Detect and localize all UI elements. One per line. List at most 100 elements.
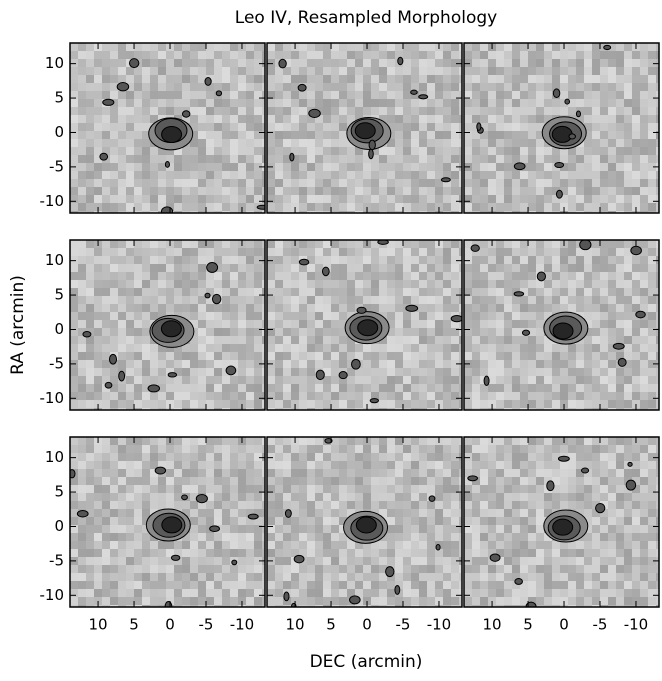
noise-cell bbox=[419, 517, 428, 526]
noise-cell bbox=[600, 376, 609, 385]
noise-cell bbox=[347, 91, 356, 100]
noise-cell bbox=[624, 123, 633, 132]
noise-cell bbox=[552, 179, 561, 188]
noise-cell bbox=[70, 67, 79, 76]
noise-cell bbox=[395, 533, 404, 542]
noise-cell bbox=[283, 99, 292, 108]
noise-cell bbox=[158, 549, 167, 558]
noise-cell bbox=[371, 461, 380, 470]
noise-cell bbox=[166, 453, 175, 462]
noise-cell bbox=[488, 336, 497, 345]
noise-cell bbox=[616, 203, 625, 212]
noise-cell bbox=[150, 163, 159, 172]
noise-cell bbox=[150, 565, 159, 574]
noise-cell bbox=[150, 589, 159, 598]
noise-cell bbox=[512, 461, 521, 470]
noise-cell bbox=[339, 163, 348, 172]
noise-cell bbox=[640, 453, 649, 462]
noise-cell bbox=[443, 461, 452, 470]
noise-cell bbox=[126, 477, 135, 486]
noise-cell bbox=[339, 43, 348, 52]
noise-cell bbox=[110, 155, 119, 164]
noise-cell bbox=[560, 469, 569, 478]
noise-cell bbox=[528, 501, 537, 510]
noise-cell bbox=[198, 376, 207, 385]
noise-cell bbox=[472, 360, 481, 369]
noise-cell bbox=[283, 453, 292, 462]
noise-cell bbox=[568, 493, 577, 502]
noise-cell bbox=[275, 453, 284, 462]
noise-cell bbox=[544, 501, 553, 510]
noise-cell bbox=[427, 187, 436, 196]
noise-cell bbox=[419, 264, 428, 273]
noise-cell bbox=[608, 59, 617, 68]
noise-cell bbox=[451, 43, 460, 52]
noise-cell bbox=[488, 360, 497, 369]
noise-cell bbox=[283, 549, 292, 558]
noise-cell bbox=[600, 83, 609, 92]
noise-cell bbox=[166, 565, 175, 574]
noise-cell bbox=[206, 461, 215, 470]
noise-cell bbox=[214, 565, 223, 574]
noise-cell bbox=[182, 147, 191, 156]
noise-cell bbox=[230, 336, 239, 345]
noise-cell bbox=[363, 296, 372, 305]
noise-cell bbox=[544, 384, 553, 393]
noise-cell bbox=[94, 493, 103, 502]
noise-cell bbox=[451, 123, 460, 132]
noise-cell bbox=[238, 392, 247, 401]
noise-cell bbox=[78, 573, 87, 582]
noise-cell bbox=[411, 557, 420, 566]
noise-cell bbox=[339, 115, 348, 124]
noise-cell bbox=[472, 517, 481, 526]
noise-cell bbox=[299, 509, 308, 518]
noise-cell bbox=[355, 155, 364, 164]
noise-cell bbox=[435, 280, 444, 289]
noise-cell bbox=[291, 461, 300, 470]
contour bbox=[299, 259, 308, 265]
noise-cell bbox=[323, 517, 332, 526]
noise-cell bbox=[254, 501, 263, 510]
noise-cell bbox=[158, 280, 167, 289]
noise-cell bbox=[347, 477, 356, 486]
noise-cell bbox=[411, 131, 420, 140]
noise-cell bbox=[214, 75, 223, 84]
noise-cell bbox=[488, 272, 497, 281]
noise-cell bbox=[331, 493, 340, 502]
contour bbox=[484, 376, 489, 385]
noise-cell bbox=[347, 107, 356, 116]
noise-cell bbox=[254, 384, 263, 393]
noise-cell bbox=[94, 51, 103, 60]
noise-cell bbox=[387, 557, 396, 566]
noise-cell bbox=[174, 477, 183, 486]
noise-cell bbox=[411, 288, 420, 297]
noise-cell bbox=[118, 99, 127, 108]
noise-cell bbox=[214, 43, 223, 52]
noise-cell bbox=[632, 352, 641, 361]
noise-cell bbox=[275, 400, 284, 409]
noise-cell bbox=[480, 453, 489, 462]
noise-cell bbox=[331, 376, 340, 385]
noise-cell bbox=[315, 469, 324, 478]
noise-cell bbox=[648, 171, 657, 180]
noise-cell bbox=[472, 445, 481, 454]
noise-cell bbox=[640, 67, 649, 76]
noise-cell bbox=[411, 107, 420, 116]
noise-cell bbox=[134, 453, 143, 462]
contour bbox=[357, 307, 366, 313]
noise-cell bbox=[198, 248, 207, 257]
noise-cell bbox=[411, 67, 420, 76]
noise-cell bbox=[451, 51, 460, 60]
noise-cell bbox=[387, 115, 396, 124]
noise-cell bbox=[592, 115, 601, 124]
noise-cell bbox=[214, 384, 223, 393]
noise-cell bbox=[315, 163, 324, 172]
noise-cell bbox=[222, 280, 231, 289]
noise-cell bbox=[230, 352, 239, 361]
noise-cell bbox=[387, 597, 396, 606]
noise-cell bbox=[584, 187, 593, 196]
noise-cell bbox=[403, 453, 412, 462]
noise-cell bbox=[283, 123, 292, 132]
noise-cell bbox=[395, 147, 404, 156]
noise-cell bbox=[214, 501, 223, 510]
